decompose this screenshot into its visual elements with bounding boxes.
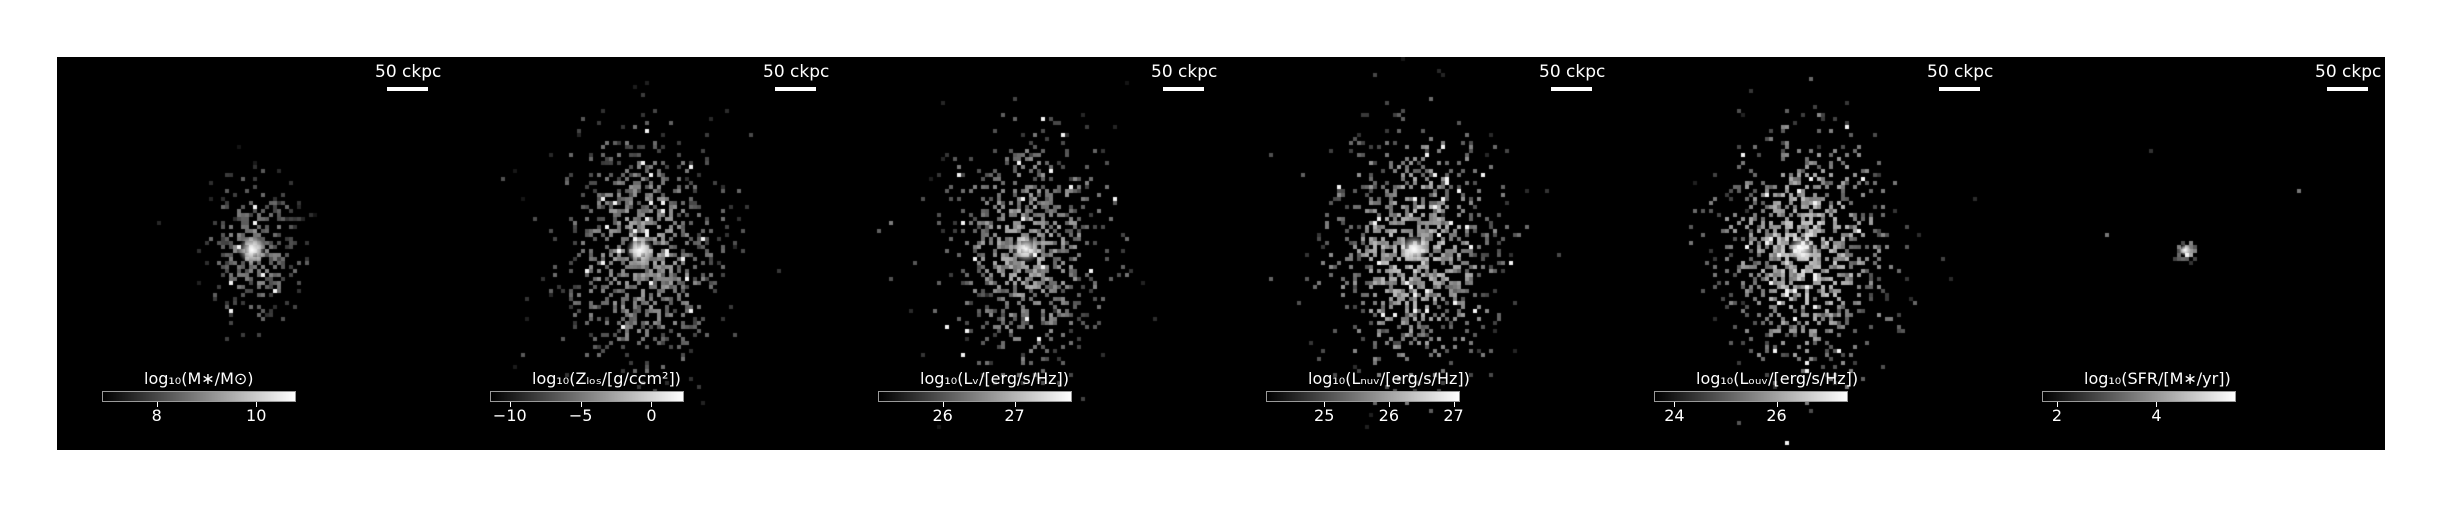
colorbar-tick xyxy=(2156,402,2158,407)
colorbar-tick-label: 8 xyxy=(151,406,162,425)
scalebar-label: 50 ckpc xyxy=(763,62,830,82)
nuv-luminosity-map-panel: 50 ckpc log₁₀(Lₙᵤᵥ/[erg/s/Hz]) 25 26 27 xyxy=(1221,57,1609,450)
colorbar-tick-label: 24 xyxy=(1664,406,1685,425)
scalebar-label: 50 ckpc xyxy=(1927,62,1994,82)
scalebar-label: 50 ckpc xyxy=(1151,62,1218,82)
v-band-luminosity-map-panel: 50 ckpc log₁₀(Lᵥ/[erg/s/Hz]) 26 27 xyxy=(833,57,1221,450)
metallicity-map-panel: 50 ckpc log₁₀(Zₗₒₛ/[g/ccm²]) −10 −5 0 xyxy=(445,57,833,450)
scalebar-line xyxy=(387,87,428,91)
colorbar-tick-label: −10 xyxy=(492,406,527,425)
colorbar-tick-label: 4 xyxy=(2151,406,2162,425)
stellar-mass-map-panel: 50 ckpc log₁₀(M∗/M⊙) 8 10 xyxy=(57,57,445,450)
scalebar-line xyxy=(2327,87,2368,91)
v-band-luminosity-map-image xyxy=(833,57,1221,450)
colorbar-tick xyxy=(1388,402,1390,407)
colorbar-tick-label: 27 xyxy=(1004,406,1025,425)
fuv-luminosity-map-image xyxy=(1609,57,1997,450)
colorbar-tick xyxy=(651,402,653,407)
colorbar xyxy=(878,391,1072,402)
scalebar-line xyxy=(1163,87,1204,91)
colorbar-tick-label: −5 xyxy=(568,406,593,425)
colorbar xyxy=(1654,391,1848,402)
colorbar-tick-label: 25 xyxy=(1314,406,1335,425)
nuv-luminosity-map-image xyxy=(1221,57,1609,450)
scalebar-line xyxy=(1551,87,1592,91)
colorbar-tick-label: 10 xyxy=(246,406,267,425)
metallicity-map-image xyxy=(445,57,833,450)
colorbar-tick xyxy=(1324,402,1326,407)
colorbar-tick xyxy=(1674,402,1676,407)
colorbar-label: log₁₀(Lₙᵤᵥ/[erg/s/Hz]) xyxy=(1308,369,1470,388)
colorbar xyxy=(102,391,296,402)
colorbar-tick-label: 26 xyxy=(1378,406,1400,425)
colorbar-tick-label: 26 xyxy=(1766,406,1787,425)
sfr-map-panel: 50 ckpc log₁₀(SFR/[M∗/yr]) 2 4 xyxy=(1997,57,2385,450)
colorbar-tick xyxy=(1776,402,1778,407)
colorbar xyxy=(1266,391,1460,402)
scalebar-label: 50 ckpc xyxy=(1539,62,1606,82)
scalebar-line xyxy=(1939,87,1980,91)
colorbar-label: log₁₀(Lᵥ/[erg/s/Hz]) xyxy=(920,369,1070,388)
colorbar-tick xyxy=(509,402,511,407)
stellar-mass-map-image xyxy=(57,57,445,450)
fuv-luminosity-map-panel: 50 ckpc log₁₀(Lₒᵤᵥ/[erg/s/Hz]) 24 26 xyxy=(1609,57,1997,450)
colorbar-tick xyxy=(2056,402,2058,407)
colorbar xyxy=(490,391,684,402)
colorbar-tick-label: 2 xyxy=(2051,406,2063,425)
colorbar xyxy=(2042,391,2236,402)
colorbar-tick xyxy=(256,402,258,407)
colorbar-tick xyxy=(156,402,158,407)
colorbar-label: log₁₀(M∗/M⊙) xyxy=(144,369,254,388)
scalebar-line xyxy=(775,87,816,91)
galaxy-map-strip: 50 ckpc log₁₀(M∗/M⊙) 8 10 50 ckpc log₁₀(Z… xyxy=(57,57,2387,450)
colorbar-tick xyxy=(580,402,582,407)
colorbar-label: log₁₀(Zₗₒₛ/[g/ccm²]) xyxy=(532,369,681,388)
sfr-map-image xyxy=(1997,57,2385,450)
colorbar-tick-label: 27 xyxy=(1443,406,1464,425)
colorbar-tick-label: 0 xyxy=(646,406,657,425)
colorbar-tick xyxy=(942,402,944,407)
scalebar-label: 50 ckpc xyxy=(375,62,442,82)
colorbar-tick-label: 26 xyxy=(932,406,953,425)
colorbar-label: log₁₀(SFR/[M∗/yr]) xyxy=(2084,369,2231,388)
colorbar-label: log₁₀(Lₒᵤᵥ/[erg/s/Hz]) xyxy=(1696,369,1859,388)
scalebar-label: 50 ckpc xyxy=(2315,62,2382,82)
colorbar-tick xyxy=(1453,402,1455,407)
colorbar-tick xyxy=(1014,402,1016,407)
